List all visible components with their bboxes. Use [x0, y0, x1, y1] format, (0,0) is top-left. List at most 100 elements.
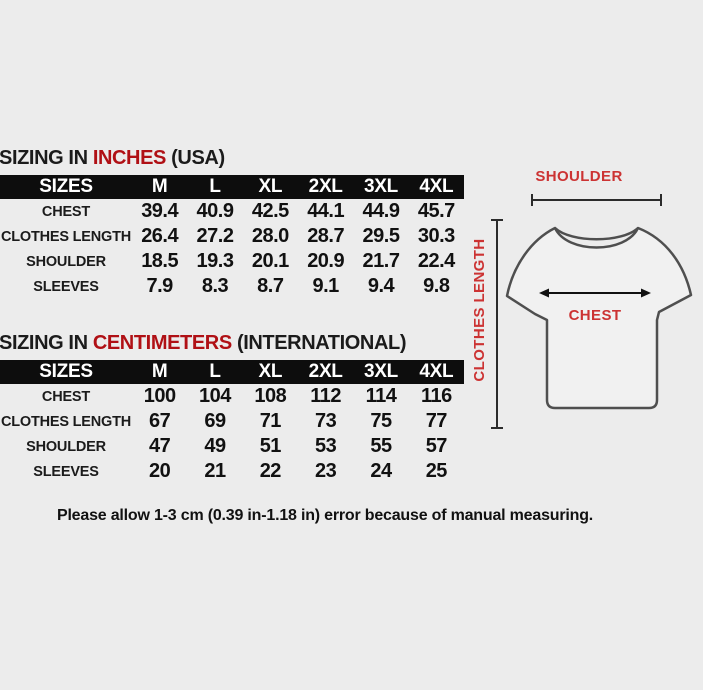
table-row: SLEEVES 20 21 22 23 24 25	[0, 459, 464, 484]
table-row: CLOTHES LENGTH 26.4 27.2 28.0 28.7 29.5 30.3	[0, 224, 464, 249]
table-header-row: SIZES M L XL 2XL 3XL 4XL	[0, 175, 464, 199]
value-cell: 7.9	[146, 275, 174, 297]
title-prefix: SIZING IN	[0, 332, 88, 354]
value-cell: 9.1	[312, 275, 340, 297]
table-body: CHEST 100 104 108 112 114 116 CLOTHES LENGTH 67 6…	[0, 384, 464, 484]
value-cell: 51	[259, 435, 282, 457]
value-cell: 77	[425, 410, 448, 432]
value-cell: 44.1	[307, 200, 345, 222]
value-cell: 22.4	[417, 250, 455, 272]
chest-label: CHEST	[568, 307, 622, 324]
value-cell: 57	[425, 435, 448, 457]
value-cell: 47	[149, 435, 171, 457]
value-cell: 20	[149, 460, 171, 482]
table-row: CHEST 100 104 108 112 114 116	[0, 384, 464, 409]
title-suffix: (USA)	[171, 147, 225, 169]
header-cell-4xl: 4XL	[419, 361, 454, 382]
table-title-centimeters: SIZING IN CENTIMETERS (INTERNATIONAL)	[0, 331, 464, 356]
value-cell: 18.5	[141, 250, 179, 272]
size-table-inches: SIZING IN INCHES (USA) SIZES M L XL 2XL 3XL 4X…	[0, 146, 464, 299]
value-cell: 55	[370, 435, 392, 457]
header-cell-l: L	[209, 176, 221, 197]
shoulder-measure-line	[531, 194, 662, 206]
table-row: CLOTHES LENGTH 67 69 71 73 75 77	[0, 409, 464, 434]
title-prefix: SIZING IN	[0, 147, 88, 169]
header-cell-2xl: 2XL	[308, 361, 343, 382]
header-cell-xl: XL	[258, 361, 283, 382]
table-header-row: SIZES M L XL 2XL 3XL 4XL	[0, 360, 464, 384]
value-cell: 21	[204, 460, 226, 482]
value-cell: 108	[254, 385, 287, 407]
value-cell: 116	[420, 385, 452, 407]
size-table-centimeters: SIZING IN CENTIMETERS (INTERNATIONAL) SI…	[0, 331, 464, 484]
shoulder-label: SHOULDER	[535, 168, 623, 185]
row-label: SHOULDER	[26, 438, 106, 455]
title-unit: CENTIMETERS	[92, 332, 232, 354]
value-cell: 71	[259, 410, 282, 432]
header-cell-3xl: 3XL	[364, 361, 398, 382]
value-cell: 40.9	[196, 200, 234, 222]
row-label: CLOTHES LENGTH	[0, 228, 132, 245]
value-cell: 9.4	[367, 275, 395, 297]
title-suffix: (INTERNATIONAL)	[236, 332, 407, 354]
table-row: CHEST 39.4 40.9 42.5 44.1 44.9 45.7	[0, 199, 464, 224]
value-cell: 73	[315, 410, 337, 432]
value-cell: 100	[143, 385, 176, 407]
header-cell-l: L	[209, 361, 221, 382]
value-cell: 28.0	[251, 225, 289, 247]
tshirt-body-outline	[505, 226, 693, 410]
value-cell: 69	[204, 410, 226, 432]
value-cell: 9.8	[423, 275, 450, 297]
value-cell: 114	[365, 385, 397, 407]
value-cell: 44.9	[362, 200, 400, 222]
header-cell-xl: XL	[258, 176, 283, 197]
row-label: CHEST	[41, 388, 91, 405]
header-cell-3xl: 3XL	[364, 176, 398, 197]
value-cell: 42.5	[251, 200, 289, 222]
header-cell-m: M	[151, 361, 168, 382]
row-label: CLOTHES LENGTH	[0, 413, 132, 430]
row-label: SLEEVES	[33, 278, 99, 295]
header-cell-4xl: 4XL	[419, 176, 454, 197]
value-cell: 8.3	[201, 275, 229, 297]
row-label: SLEEVES	[33, 463, 99, 480]
value-cell: 28.7	[307, 225, 345, 247]
tshirt-outline-drawing	[491, 194, 693, 429]
header-cell-sizes: SIZES	[39, 176, 93, 197]
table-row: SHOULDER 47 49 51 53 55 57	[0, 434, 464, 459]
tshirt-measurement-diagram: SHOULDER CHEST CLOTHES LENGTH	[455, 150, 703, 440]
row-label: SHOULDER	[26, 253, 106, 270]
collar-arc	[554, 227, 639, 241]
value-cell: 8.7	[257, 275, 284, 297]
value-cell: 112	[310, 385, 342, 407]
value-cell: 23	[315, 460, 337, 482]
value-cell: 53	[315, 435, 337, 457]
value-cell: 19.3	[196, 250, 234, 272]
value-cell: 24	[370, 460, 392, 482]
clothes-length-label: CLOTHES LENGTH	[471, 238, 488, 382]
value-cell: 21.7	[362, 250, 400, 272]
value-cell: 49	[204, 435, 226, 457]
value-cell: 104	[199, 385, 231, 407]
measuring-error-note: Please allow 1-3 cm (0.39 in-1.18 in) er…	[56, 507, 594, 524]
row-label: CHEST	[41, 203, 91, 220]
value-cell: 30.3	[417, 225, 455, 247]
title-unit: INCHES	[92, 147, 167, 169]
table-row: SHOULDER 18.5 19.3 20.1 20.9 21.7 22.4	[0, 249, 464, 274]
value-cell: 27.2	[196, 225, 234, 247]
header-cell-2xl: 2XL	[308, 176, 343, 197]
value-cell: 20.9	[307, 250, 345, 272]
value-cell: 29.5	[362, 225, 400, 247]
table-title-inches: SIZING IN INCHES (USA)	[0, 146, 464, 171]
value-cell: 20.1	[251, 250, 289, 272]
value-cell: 26.4	[141, 225, 179, 247]
value-cell: 25	[425, 460, 448, 482]
value-cell: 45.7	[417, 200, 455, 222]
table-body: CHEST 39.4 40.9 42.5 44.1 44.9 45.7 CLOTHES LEN…	[0, 199, 464, 299]
table-row: SLEEVES 7.9 8.3 8.7 9.1 9.4 9.8	[0, 274, 464, 299]
value-cell: 67	[149, 410, 171, 432]
value-cell: 75	[370, 410, 392, 432]
header-cell-m: M	[151, 176, 168, 197]
value-cell: 22	[259, 460, 282, 482]
clothes-length-measure-line	[491, 219, 503, 429]
